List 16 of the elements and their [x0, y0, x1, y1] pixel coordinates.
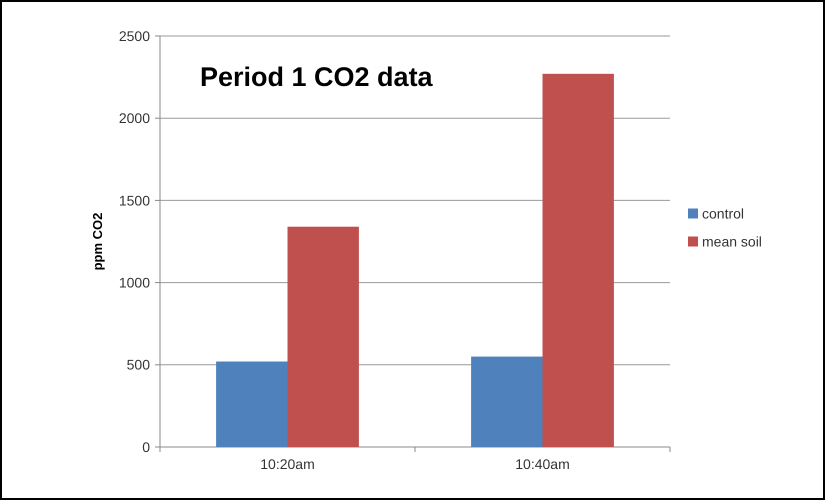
x-tick-label: 10:20am [260, 456, 315, 472]
text: Period 1 CO2 data [200, 62, 434, 92]
y-tick-label: 0 [142, 438, 150, 455]
y-tick-label: 1000 [118, 274, 150, 290]
bar [471, 356, 542, 447]
x-tick-label: 10:40am [515, 456, 570, 472]
legend-label: mean soil [702, 233, 762, 250]
bar [216, 362, 288, 447]
y-tick-label: 1500 [118, 192, 150, 208]
y-axis-title: ppm CO2 [90, 212, 105, 270]
bar [542, 74, 614, 447]
bar [288, 226, 359, 447]
y-tick-label: 500 [126, 356, 150, 373]
legend-label: control [702, 205, 744, 222]
y-tick-label: 2000 [118, 110, 150, 126]
y-tick-label: 2500 [118, 28, 150, 44]
